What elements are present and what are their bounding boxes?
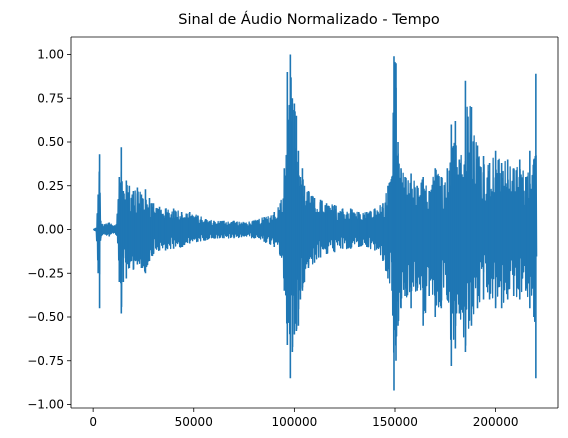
- chart-title: Sinal de Áudio Normalizado - Tempo: [178, 11, 440, 28]
- plot-area: [71, 37, 558, 408]
- x-tick-label: 0: [89, 415, 97, 429]
- y-tick-label: 0.50: [37, 135, 64, 149]
- y-tick-label: −0.50: [27, 310, 64, 324]
- y-tick-label: 0.00: [37, 223, 64, 237]
- y-tick-label: −1.00: [27, 398, 64, 412]
- x-axis-ticks: 0 50000 100000 150000 200000: [89, 408, 519, 429]
- x-tick-label: 200000: [473, 415, 519, 429]
- y-tick-label: −0.75: [27, 354, 64, 368]
- y-axis-ticks: 1.00 0.75 0.50 0.25 0.00 −0.25 −0.50 −0.75 −1.00: [27, 48, 71, 412]
- y-tick-label: −0.25: [27, 266, 64, 280]
- y-tick-label: 0.25: [37, 179, 64, 193]
- x-tick-label: 150000: [372, 415, 418, 429]
- y-tick-label: 1.00: [37, 48, 64, 62]
- x-tick-label: 50000: [175, 415, 213, 429]
- series-layer: [92, 54, 538, 391]
- y-tick-label: 0.75: [37, 91, 64, 105]
- x-tick-label: 100000: [271, 415, 317, 429]
- axes-layer: [70, 36, 559, 409]
